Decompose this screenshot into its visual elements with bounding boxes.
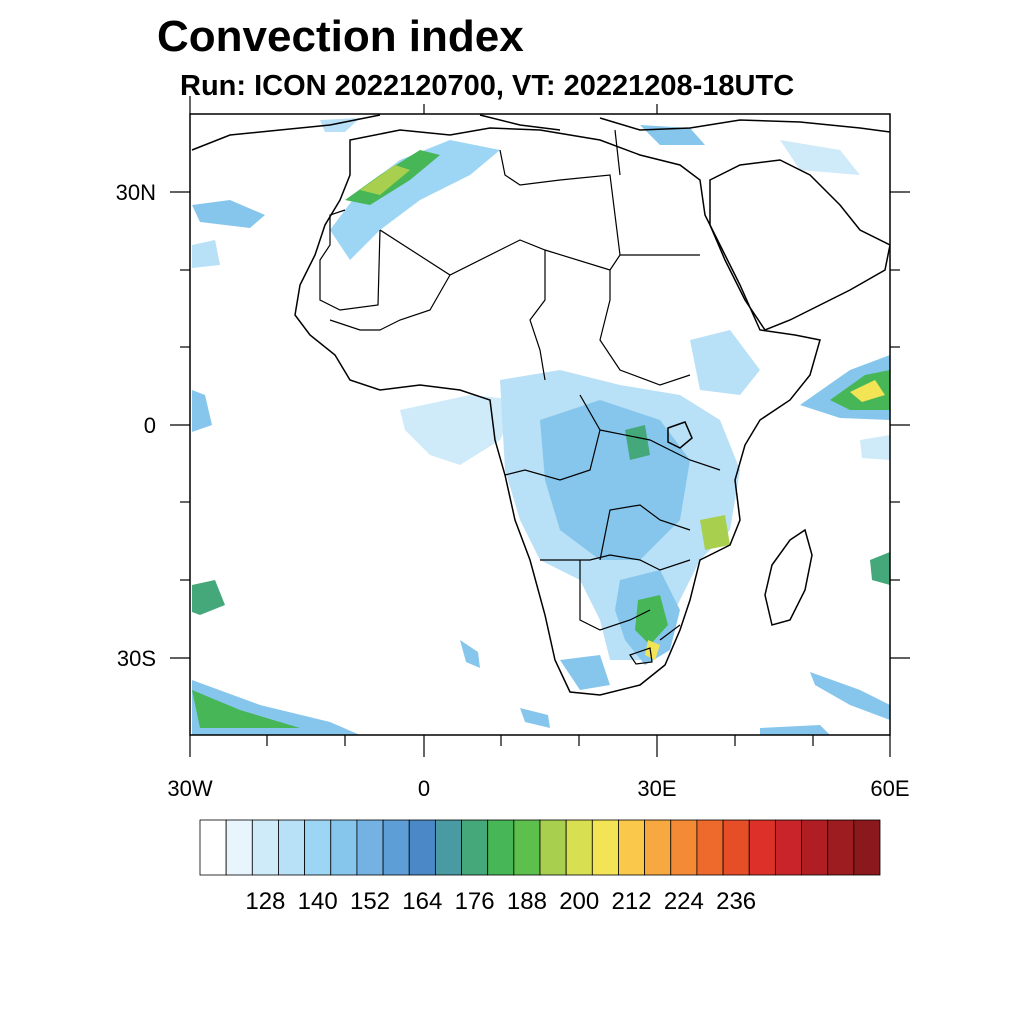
colorbar-swatch [251,819,279,876]
lat-label-30n: 30N [115,180,156,205]
colorbar-swatch [696,819,724,876]
convection-area-madagascar-east [870,552,890,585]
plot-title: Convection index [157,12,524,61]
convection-core-southeast [635,595,668,645]
colorbar-swatch [487,819,515,876]
colorbar-swatch [382,819,410,876]
lake-victoria [667,421,693,449]
colorbar-swatch [670,819,698,876]
lat-label-30s: 30S [116,646,156,671]
colorbar-tick-label: 128 [245,888,286,915]
colorbar-tick-label: 200 [559,888,600,915]
colorbar [199,819,881,876]
convection-field [192,118,890,735]
colorbar-swatch [644,819,672,876]
colorbar-tick-label: 140 [297,888,338,915]
arabia-coastline [709,159,890,331]
colorbar-tick-label: 164 [402,888,443,915]
country-borders [319,129,721,665]
europe-coastline [191,114,890,151]
colorbar-swatch [434,819,462,876]
colorbar-swatch [356,819,384,876]
convection-area-morocco [330,140,500,260]
colorbar-swatch [408,819,436,876]
convection-area-gulf-guinea [400,395,520,465]
convection-area-west-eq [192,390,212,432]
colorbar-tick-label: 212 [611,888,652,915]
colorbar-tick-label: 224 [663,888,704,915]
colorbar-swatch [199,819,227,876]
convection-area-atlantic-sw [192,580,225,615]
africa-coastline [294,127,821,696]
colorbar-swatch [539,819,567,876]
colorbar-swatch [330,819,358,876]
lon-label-60e: 60E [870,776,910,801]
colorbar-swatch [513,819,541,876]
colorbar-swatch [461,819,489,876]
lon-label-0: 0 [417,776,431,801]
colorbar-swatch [801,819,829,876]
colorbar-swatch [618,819,646,876]
axis-ticks [170,96,910,757]
convection-area-atlantic-north [192,200,265,228]
colorbar-swatch [774,819,802,876]
colorbar-swatch [278,819,306,876]
lat-label-0: 0 [143,413,156,438]
colorbar-swatch [225,819,253,876]
colorbar-swatch [565,819,593,876]
madagascar-coastline [764,528,813,626]
colorbar-tick-label: 176 [454,888,495,915]
lon-label-30e: 30E [637,776,677,801]
colorbar-swatch [591,819,619,876]
colorbar-swatch [853,819,881,876]
coastlines [191,114,890,696]
convection-area-south-indian [810,672,890,720]
colorbar-swatch [827,819,855,876]
colorbar-swatch [748,819,776,876]
colorbar-swatch [722,819,750,876]
colorbar-tick-label: 188 [506,888,547,915]
colorbar-swatch [304,819,332,876]
plot-subtitle: Run: ICON 2022120700, VT: 20221208-18UTC [180,70,795,102]
colorbar-tick-label: 152 [349,888,391,915]
lon-label-30w: 30W [167,776,213,801]
convection-core-central [625,425,650,460]
colorbar-tick-label: 236 [716,888,757,915]
